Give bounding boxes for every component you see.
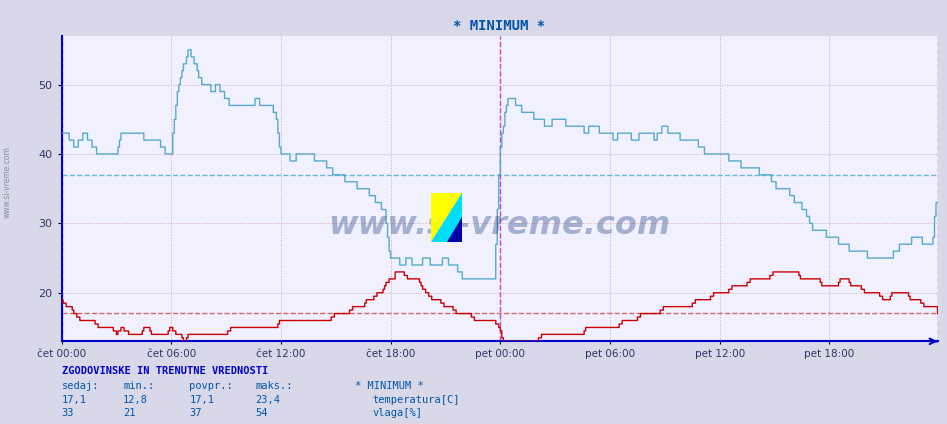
Text: povpr.:: povpr.: — [189, 381, 233, 391]
Text: 12,8: 12,8 — [123, 395, 148, 405]
Polygon shape — [447, 218, 462, 242]
Text: 37: 37 — [189, 408, 202, 418]
Title: * MINIMUM *: * MINIMUM * — [454, 20, 545, 33]
Text: 21: 21 — [123, 408, 135, 418]
Text: 33: 33 — [62, 408, 74, 418]
Text: * MINIMUM *: * MINIMUM * — [355, 381, 424, 391]
Text: 23,4: 23,4 — [256, 395, 280, 405]
Text: min.:: min.: — [123, 381, 154, 391]
Text: temperatura[C]: temperatura[C] — [372, 395, 459, 405]
Text: 54: 54 — [256, 408, 268, 418]
Text: vlaga[%]: vlaga[%] — [372, 408, 422, 418]
Text: www.si-vreme.com: www.si-vreme.com — [3, 146, 12, 218]
Text: sedaj:: sedaj: — [62, 381, 99, 391]
Text: 17,1: 17,1 — [189, 395, 214, 405]
Polygon shape — [431, 193, 462, 242]
Text: 17,1: 17,1 — [62, 395, 86, 405]
Text: www.si-vreme.com: www.si-vreme.com — [329, 210, 670, 241]
Polygon shape — [431, 193, 462, 242]
Text: maks.:: maks.: — [256, 381, 294, 391]
Text: ZGODOVINSKE IN TRENUTNE VREDNOSTI: ZGODOVINSKE IN TRENUTNE VREDNOSTI — [62, 366, 268, 376]
